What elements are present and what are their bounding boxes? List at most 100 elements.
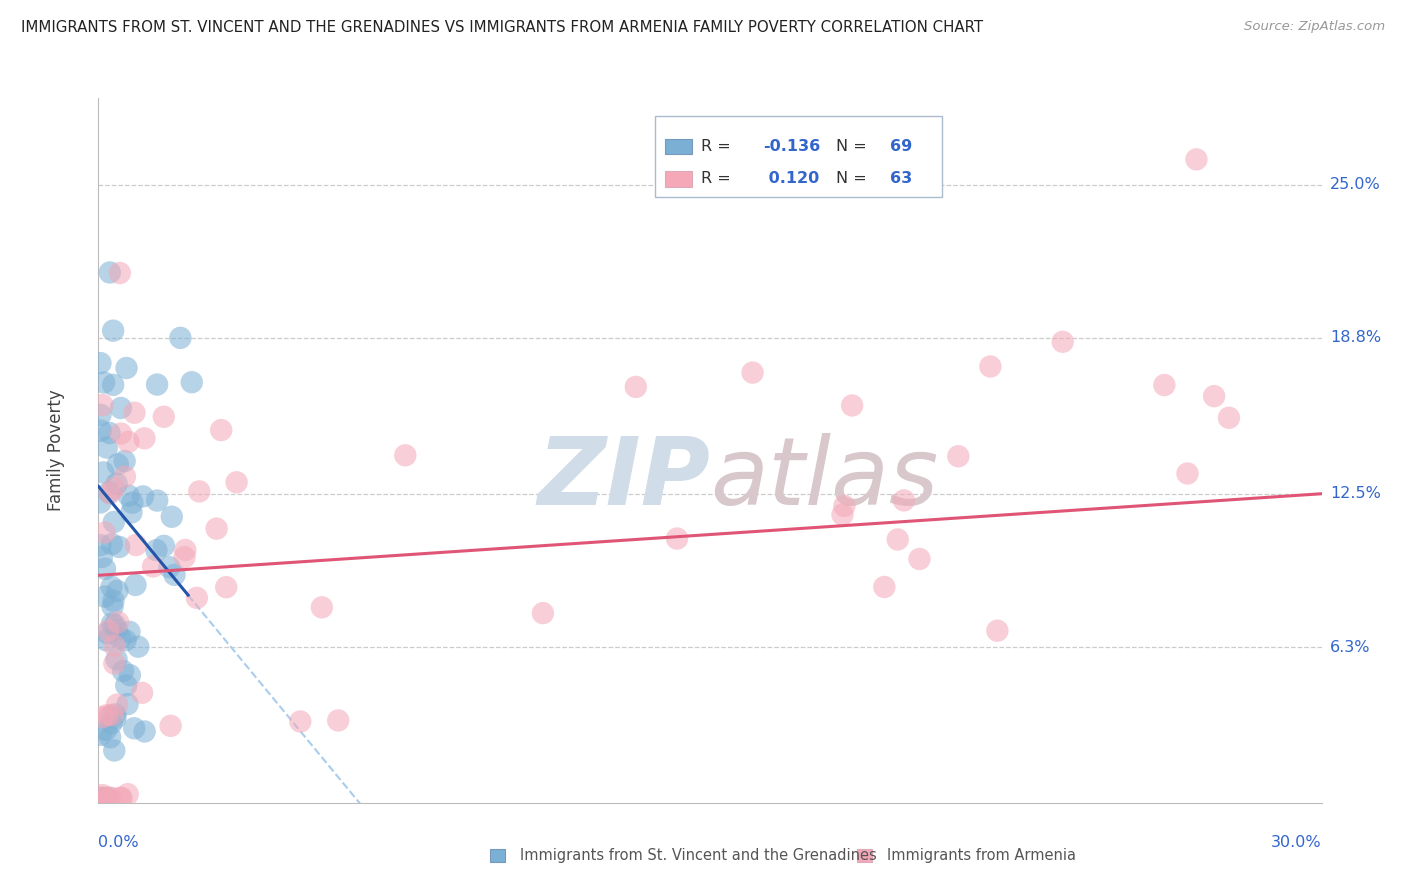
Point bbox=[97, 790, 120, 805]
Point bbox=[188, 484, 211, 499]
Text: ZIP: ZIP bbox=[537, 433, 710, 524]
Point bbox=[108, 540, 131, 554]
Point bbox=[96, 633, 118, 648]
Point bbox=[121, 506, 143, 520]
Point bbox=[1153, 378, 1175, 392]
Point bbox=[103, 657, 125, 671]
Point bbox=[96, 441, 118, 455]
Text: 0.120: 0.120 bbox=[762, 171, 818, 186]
Point bbox=[311, 600, 333, 615]
Point bbox=[105, 476, 128, 491]
FancyBboxPatch shape bbox=[655, 116, 942, 197]
Point bbox=[115, 361, 138, 376]
Point bbox=[225, 475, 247, 490]
Point bbox=[104, 707, 127, 722]
Point bbox=[103, 593, 125, 607]
Point bbox=[112, 664, 135, 678]
Point bbox=[160, 509, 183, 524]
Point bbox=[948, 450, 970, 464]
Point bbox=[146, 493, 169, 508]
Point bbox=[117, 697, 139, 711]
Point bbox=[108, 266, 131, 280]
Point bbox=[118, 624, 141, 639]
Point bbox=[101, 537, 124, 551]
Text: Immigrants from St. Vincent and the Grenadines: Immigrants from St. Vincent and the Gren… bbox=[520, 848, 877, 863]
Point bbox=[114, 469, 136, 483]
Point bbox=[93, 525, 115, 540]
Point bbox=[91, 710, 114, 724]
Point bbox=[101, 324, 124, 338]
Text: N =: N = bbox=[837, 139, 872, 154]
Point bbox=[89, 495, 111, 509]
Point bbox=[111, 790, 134, 805]
FancyBboxPatch shape bbox=[856, 849, 872, 862]
Point bbox=[89, 728, 111, 742]
Point bbox=[103, 743, 125, 757]
Text: 69: 69 bbox=[890, 139, 912, 154]
Point bbox=[186, 591, 208, 605]
Text: 63: 63 bbox=[890, 171, 912, 186]
Point bbox=[89, 408, 111, 422]
Point bbox=[841, 399, 863, 413]
Point bbox=[394, 448, 416, 462]
Point bbox=[100, 716, 122, 731]
Point bbox=[110, 790, 132, 805]
Point bbox=[101, 599, 124, 614]
Point bbox=[121, 496, 143, 510]
Point bbox=[127, 640, 149, 654]
Point bbox=[153, 539, 176, 553]
Text: 25.0%: 25.0% bbox=[1330, 178, 1381, 192]
Point bbox=[152, 409, 174, 424]
Point bbox=[173, 549, 195, 564]
Point bbox=[145, 543, 167, 558]
Point bbox=[114, 454, 136, 468]
Point bbox=[157, 560, 180, 574]
Text: N =: N = bbox=[837, 171, 872, 186]
Point bbox=[93, 790, 115, 805]
Point bbox=[91, 788, 114, 802]
Text: 6.3%: 6.3% bbox=[1330, 640, 1371, 655]
Point bbox=[98, 709, 121, 723]
Point bbox=[97, 790, 120, 805]
Point bbox=[117, 434, 139, 449]
Point bbox=[98, 731, 121, 745]
Point bbox=[100, 790, 122, 805]
Point bbox=[1218, 410, 1240, 425]
Point bbox=[98, 485, 121, 500]
Point bbox=[174, 543, 197, 558]
Point bbox=[101, 616, 124, 631]
Point bbox=[1185, 153, 1208, 167]
FancyBboxPatch shape bbox=[665, 139, 692, 154]
Point bbox=[110, 631, 132, 645]
Point bbox=[893, 493, 915, 508]
Point bbox=[531, 606, 554, 620]
Point bbox=[986, 624, 1008, 638]
Point bbox=[131, 686, 153, 700]
Text: 0.0%: 0.0% bbox=[98, 835, 139, 849]
Point bbox=[118, 489, 141, 503]
Point bbox=[103, 481, 125, 495]
Point bbox=[159, 719, 181, 733]
Point bbox=[1052, 334, 1074, 349]
Point bbox=[215, 580, 238, 594]
Point bbox=[96, 626, 118, 640]
Point bbox=[89, 538, 111, 552]
Point bbox=[1177, 467, 1199, 481]
Point bbox=[104, 618, 127, 632]
Point bbox=[134, 431, 156, 445]
Point bbox=[163, 567, 186, 582]
Point bbox=[90, 424, 112, 438]
Text: Source: ZipAtlas.com: Source: ZipAtlas.com bbox=[1244, 20, 1385, 33]
Point bbox=[90, 549, 112, 564]
Point bbox=[134, 724, 156, 739]
Point bbox=[831, 508, 853, 522]
Point bbox=[100, 580, 122, 594]
Point bbox=[624, 380, 647, 394]
Point bbox=[103, 515, 125, 529]
Point bbox=[146, 377, 169, 392]
FancyBboxPatch shape bbox=[665, 171, 692, 186]
Text: 30.0%: 30.0% bbox=[1271, 835, 1322, 849]
Point bbox=[118, 668, 141, 682]
Text: atlas: atlas bbox=[710, 434, 938, 524]
Point bbox=[96, 708, 118, 723]
